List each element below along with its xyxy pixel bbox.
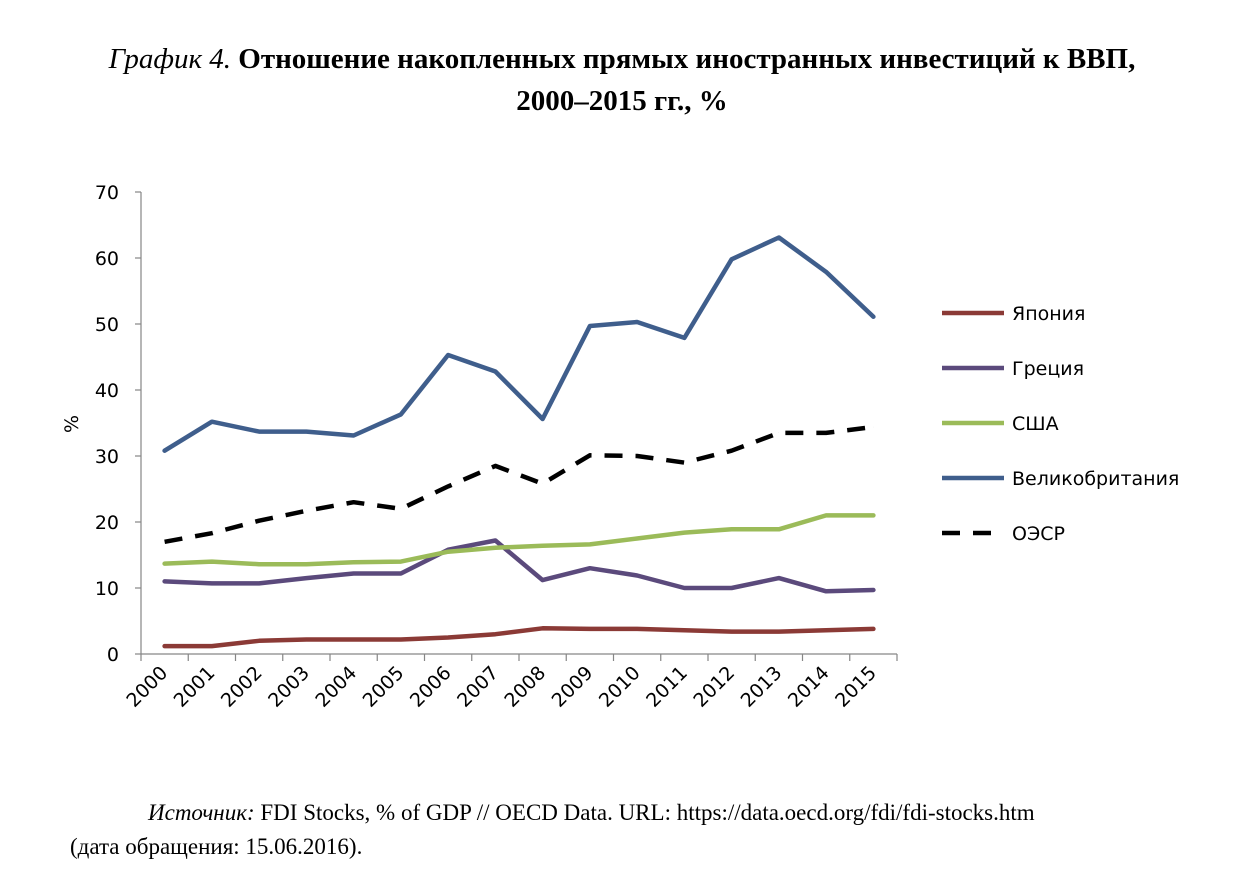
series-line xyxy=(162,513,876,567)
source-line-2: (дата обращения: 15.06.2016). xyxy=(70,834,363,859)
source-text: FDI Stocks, % of GDP // OECD Data. URL: … xyxy=(260,800,1035,825)
title-text: Отношение накопленных прямых иностранных… xyxy=(238,43,1136,75)
x-tick-label: 2003 xyxy=(264,662,314,712)
title-line-2: 2000–2015 гг., % xyxy=(516,85,728,117)
y-tick-label: 20 xyxy=(95,512,119,534)
series-0 xyxy=(162,626,876,649)
y-tick-label: 50 xyxy=(95,314,119,336)
series-line xyxy=(162,538,876,594)
y-tick-label: 60 xyxy=(95,248,119,270)
legend-label: Япония xyxy=(1012,303,1085,325)
series-1 xyxy=(162,538,876,594)
legend-item: Греция xyxy=(942,358,1084,380)
legend-item: Великобритания xyxy=(942,468,1179,490)
y-axis: 0 10 20 30 40 50 60 70 xyxy=(95,182,142,666)
x-axis: 2000200120022003200420052006200720082009… xyxy=(122,653,898,712)
x-tick-label: 2011 xyxy=(642,662,692,712)
x-tick-label: 2007 xyxy=(453,662,503,712)
series-3 xyxy=(162,235,876,453)
legend-label: Греция xyxy=(1012,358,1084,380)
x-tick-label: 2002 xyxy=(217,662,267,712)
legend-label: Великобритания xyxy=(1012,468,1179,490)
x-tick-label: 2013 xyxy=(737,662,787,712)
series-2 xyxy=(162,513,876,567)
legend-item: США xyxy=(942,413,1059,435)
x-tick-label: 2006 xyxy=(406,662,456,712)
x-tick-label: 2000 xyxy=(122,662,172,712)
series-4 xyxy=(164,424,874,545)
series-line xyxy=(162,626,876,649)
y-tick-label: 10 xyxy=(95,578,119,600)
x-tick-label: 2012 xyxy=(689,662,739,712)
title-line-1: График 4. Отношение накопленных прямых и… xyxy=(0,38,1244,80)
source-line-1: Источник: FDI Stocks, % of GDP // OECD D… xyxy=(70,796,1200,830)
legend-item: Япония xyxy=(942,303,1085,325)
series-line xyxy=(162,235,876,453)
series-line xyxy=(164,424,874,545)
x-tick-label: 2008 xyxy=(500,662,550,712)
legend-label: ОЭСР xyxy=(1012,523,1065,545)
x-tick-label: 2005 xyxy=(359,662,409,712)
x-tick-label: 2004 xyxy=(311,662,361,712)
chart-title: График 4. Отношение накопленных прямых и… xyxy=(0,38,1244,122)
figure-number: График 4. xyxy=(108,43,232,75)
x-tick-label: 2010 xyxy=(595,662,645,712)
y-tick-label: 0 xyxy=(107,644,119,666)
legend-label: США xyxy=(1012,413,1059,435)
source-label: Источник: xyxy=(148,800,255,825)
source-note: Источник: FDI Stocks, % of GDP // OECD D… xyxy=(70,796,1200,864)
legend: Япония Греция США Великобритания ОЭСР xyxy=(942,303,1179,545)
x-tick-label: 2014 xyxy=(784,662,834,712)
x-tick-label: 2009 xyxy=(548,662,598,712)
x-tick-label: 2001 xyxy=(170,662,220,712)
y-tick-label: 30 xyxy=(95,446,119,468)
series-layer xyxy=(162,235,876,649)
y-tick-label: 40 xyxy=(95,380,119,402)
x-tick-label: 2015 xyxy=(831,662,881,712)
legend-item: ОЭСР xyxy=(942,523,1065,545)
y-axis-title: % xyxy=(61,415,83,433)
y-tick-label: 70 xyxy=(95,182,119,204)
